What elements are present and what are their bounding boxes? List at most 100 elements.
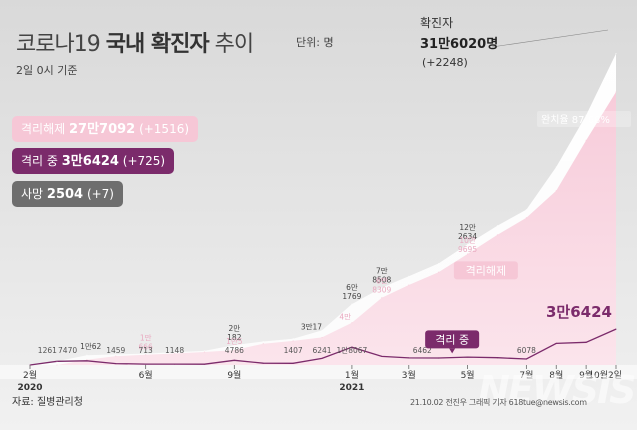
data-point [466, 253, 469, 255]
recovery-rate-bg [537, 111, 631, 127]
data-label: 6462 [413, 346, 432, 355]
data-point [555, 342, 557, 344]
data-point [86, 354, 88, 356]
data-label: 7470 [58, 346, 77, 355]
series-label-released: 격리해제 [466, 263, 506, 277]
data-point [381, 355, 383, 357]
data-point [585, 341, 587, 343]
data-point [262, 343, 264, 345]
data-point [145, 363, 147, 365]
data-point [262, 340, 264, 343]
data-point [351, 346, 353, 348]
data-point [438, 271, 440, 273]
series-area-released [30, 92, 616, 365]
source-label: 자료: 질병관리청 [12, 397, 83, 408]
data-label: 1261 [38, 346, 57, 355]
data-label: 666 [138, 342, 153, 351]
data-point [56, 364, 58, 366]
data-point [233, 359, 235, 361]
data-point [145, 353, 147, 355]
data-point [203, 351, 206, 353]
data-point [381, 297, 383, 299]
data-label: 4786 [225, 346, 244, 355]
data-label: 2만 [228, 324, 240, 333]
confirmed-value: 31만6020명 [420, 37, 499, 52]
data-label: 1만8067 [337, 346, 368, 355]
data-label: 10만 [459, 236, 476, 245]
data-point [203, 363, 206, 365]
data-label: 12만 [459, 223, 476, 232]
data-point [292, 340, 294, 342]
data-point [555, 166, 557, 168]
data-label: 3만17 [301, 322, 322, 331]
x-tick-label: 6월 [139, 369, 153, 381]
series-label-released-bg [453, 261, 518, 280]
data-point [203, 350, 206, 352]
data-point [381, 287, 383, 289]
confirmed-delta: (+2248) [422, 56, 468, 69]
data-point [292, 362, 294, 364]
data-point [351, 303, 353, 305]
legend-isolated: 격리 중 3만6424 (+725) [12, 148, 175, 174]
data-point [585, 114, 587, 116]
data-label: 6만 [376, 277, 388, 286]
data-label: 1407 [284, 346, 303, 355]
data-point [615, 328, 617, 330]
data-point [408, 284, 410, 286]
data-label: 4만 [339, 313, 351, 322]
data-point [525, 217, 527, 219]
data-point [408, 275, 410, 277]
data-label: 8309 [372, 286, 391, 295]
basis-label: 2일 0시 기준 [16, 64, 78, 77]
data-point [585, 139, 587, 141]
series-label-isolated-bg [425, 330, 480, 349]
data-label: 1만 [140, 333, 152, 342]
data-label: 6만 [346, 283, 358, 292]
data-point [496, 225, 499, 227]
x-tick-label: 3월 [402, 369, 416, 381]
series-label-isolated-pointer [449, 348, 456, 354]
data-point [466, 356, 469, 358]
year-label: 2020 [17, 383, 42, 393]
confirmed-box: 확진자 31만6020명 (+2248) [420, 14, 498, 69]
data-label: 6241 [312, 346, 331, 355]
credit-label: 21.10.02 전진우 그래픽 기자 618tue@newsis.com [410, 398, 587, 407]
legend-deaths: 사망 2504 (+7) [12, 181, 123, 207]
year-label: 2021 [339, 383, 364, 393]
data-label: 7만 [376, 267, 388, 276]
data-point [292, 338, 294, 340]
data-point [496, 234, 499, 236]
data-point [145, 354, 147, 356]
data-label: 2634 [458, 232, 477, 241]
x-tick-label: 9월 [579, 369, 593, 381]
data-label: 1만5 [226, 337, 243, 346]
watermark: NEWSIS [478, 368, 637, 412]
data-label: 8508 [372, 276, 391, 285]
data-point [525, 208, 527, 211]
data-point [321, 336, 323, 339]
data-point [262, 362, 264, 364]
recovery-rate-label: 완치율 87.68% [541, 114, 610, 126]
x-tick-label: 10월2일 [588, 369, 622, 381]
x-tick-label: 7월 [519, 369, 533, 381]
data-point [173, 352, 176, 355]
x-tick-label: 8월 [549, 369, 563, 381]
x-axis-band [0, 365, 637, 379]
data-point [438, 262, 440, 265]
data-label: 1만62 [80, 342, 101, 351]
data-label: 9695 [458, 245, 477, 254]
x-tick-label: 9월 [227, 369, 241, 381]
data-point [555, 190, 557, 192]
series-label-isolated: 격리 중 [435, 333, 469, 346]
data-point [173, 351, 176, 353]
x-tick-label: 5월 [461, 369, 475, 381]
data-point [86, 360, 88, 362]
data-point [466, 243, 469, 245]
end-label-isolated: 3만6424 [546, 303, 612, 321]
data-point [438, 357, 440, 359]
data-label: 182 [227, 333, 242, 342]
x-tick-label: 2월 [23, 369, 37, 381]
data-point [615, 91, 617, 93]
data-point [86, 359, 88, 361]
